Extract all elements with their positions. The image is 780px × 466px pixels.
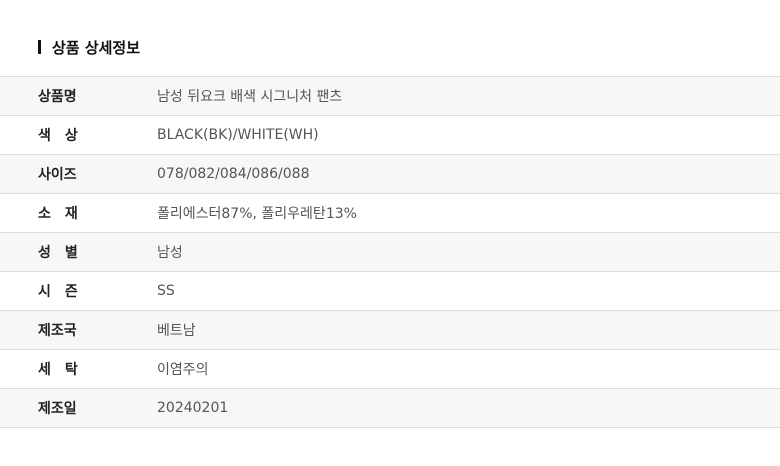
table-row: 세 탁 이염주의 (0, 350, 780, 389)
row-label: 제조국 (38, 323, 77, 339)
section-title-text: 상품 상세정보 (52, 38, 141, 57)
row-value: 폴리에스터87%, 폴리우레탄13% (157, 206, 357, 222)
title-bar-marker (38, 40, 41, 54)
row-value: 남성 (157, 245, 183, 261)
row-value: SS (157, 283, 175, 299)
table-row: 제조국 베트남 (0, 311, 780, 350)
row-value: 078/082/084/086/088 (157, 166, 310, 182)
row-label: 세 탁 (38, 362, 78, 378)
table-row: 사이즈 078/082/084/086/088 (0, 155, 780, 194)
row-label: 제조일 (38, 401, 77, 417)
table-row: 색 상 BLACK(BK)/WHITE(WH) (0, 116, 780, 155)
row-label: 사이즈 (38, 167, 77, 183)
row-label: 소 재 (38, 206, 78, 222)
table-row: 소 재 폴리에스터87%, 폴리우레탄13% (0, 194, 780, 233)
row-value: 이염주의 (157, 362, 209, 378)
row-label: 성 별 (38, 245, 78, 261)
table-row: 성 별 남성 (0, 233, 780, 272)
table-row: 제조일 20240201 (0, 389, 780, 428)
row-value: BLACK(BK)/WHITE(WH) (157, 127, 319, 143)
table-row: 상품명 남성 뒤요크 배색 시그니처 팬츠 (0, 77, 780, 116)
row-label: 상품명 (38, 89, 77, 105)
row-value: 베트남 (157, 323, 196, 339)
row-value: 남성 뒤요크 배색 시그니처 팬츠 (157, 89, 343, 105)
row-label: 색 상 (38, 128, 78, 144)
table-row: 시 즌 SS (0, 272, 780, 311)
row-value: 20240201 (157, 400, 229, 416)
row-label: 시 즌 (38, 284, 78, 300)
section-title: 상품 상세정보 (38, 37, 140, 57)
